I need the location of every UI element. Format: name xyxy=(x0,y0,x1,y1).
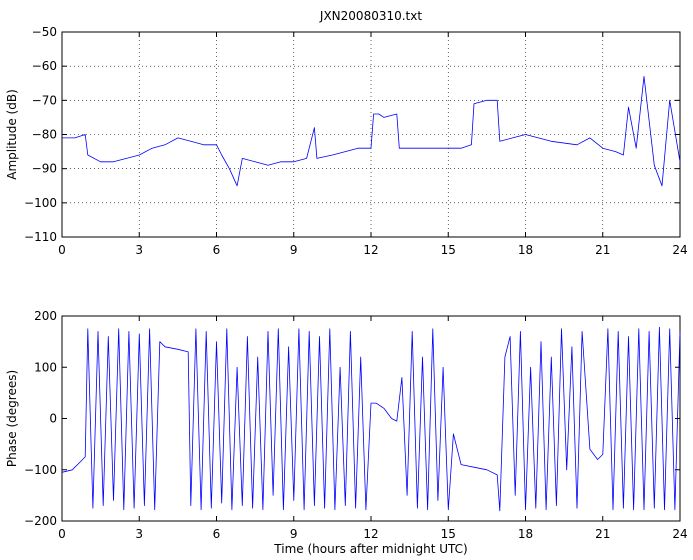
phase-ytick-label: −200 xyxy=(24,514,57,528)
amplitude-xtick-label: 24 xyxy=(672,243,687,257)
phase-xtick-label: 21 xyxy=(595,527,610,541)
amplitude-xtick-label: 6 xyxy=(213,243,221,257)
amplitude-xtick-label: 9 xyxy=(290,243,298,257)
amplitude-ticks: 0 3 6 9 12 15 18 21 24 −110 −100 −90 −80 −70 −60 −50 xyxy=(24,25,688,257)
amplitude-ylabel: Amplitude (dB) xyxy=(5,89,19,180)
phase-xtick-label: 12 xyxy=(363,527,378,541)
amplitude-series xyxy=(62,76,681,187)
phase-xtick-label: 9 xyxy=(290,527,298,541)
phase-series xyxy=(61,326,681,512)
phase-series-line xyxy=(61,326,681,512)
amplitude-grid xyxy=(62,32,680,237)
phase-panel: 0 3 6 9 12 15 18 21 24 −200 −100 0 100 200 Phase (deg… xyxy=(5,309,688,556)
amplitude-series-line xyxy=(62,76,681,187)
amplitude-xtick-label: 3 xyxy=(135,243,143,257)
amplitude-ytick-label: −110 xyxy=(24,230,57,244)
phase-xtick-label: 3 xyxy=(135,527,143,541)
amplitude-xtick-label: 15 xyxy=(441,243,456,257)
amplitude-ytick-label: −70 xyxy=(32,93,57,107)
chart-title: JXN20080310.txt xyxy=(319,9,422,23)
phase-xtick-label: 24 xyxy=(672,527,687,541)
amplitude-ytick-label: −90 xyxy=(32,162,57,176)
phase-xtick-label: 15 xyxy=(441,527,456,541)
amplitude-ytick-label: −80 xyxy=(32,128,57,142)
amplitude-xtick-label: 12 xyxy=(363,243,378,257)
phase-ytick-label: 200 xyxy=(34,309,57,323)
phase-ticks: 0 3 6 9 12 15 18 21 24 −200 −100 0 100 200 xyxy=(24,309,688,541)
phase-xtick-label: 0 xyxy=(58,527,66,541)
amplitude-xtick-label: 0 xyxy=(58,243,66,257)
phase-ytick-label: 0 xyxy=(49,412,57,426)
amplitude-ytick-label: −50 xyxy=(32,25,57,39)
amplitude-ytick-label: −100 xyxy=(24,196,57,210)
amplitude-panel: 0 3 6 9 12 15 18 21 24 −110 −100 −90 −80 −70 −60 −50 JX… xyxy=(5,9,688,257)
amplitude-ytick-label: −60 xyxy=(32,59,57,73)
phase-xtick-label: 6 xyxy=(213,527,221,541)
phase-plot-frame xyxy=(61,315,681,522)
phase-ytick-label: 100 xyxy=(34,360,57,374)
amplitude-xtick-label: 21 xyxy=(595,243,610,257)
phase-ytick-label: −100 xyxy=(24,463,57,477)
amplitude-xtick-label: 18 xyxy=(518,243,533,257)
phase-ylabel: Phase (degrees) xyxy=(5,370,19,467)
phase-xtick-label: 18 xyxy=(518,527,533,541)
time-xlabel: Time (hours after midnight UTC) xyxy=(273,542,467,556)
